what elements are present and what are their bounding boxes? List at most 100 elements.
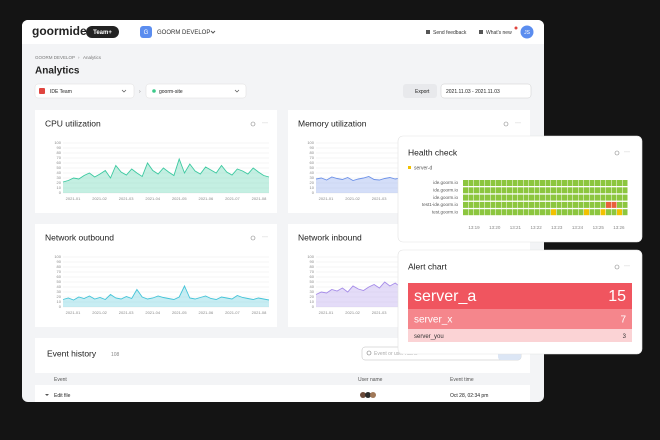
- alert-row[interactable]: [408, 283, 632, 309]
- status-cell: [523, 194, 529, 201]
- x-tick-label: 2021-04: [145, 196, 160, 201]
- x-tick-label: 2021-01: [66, 310, 81, 315]
- alert-count: 15: [608, 288, 626, 305]
- status-cell: [496, 201, 501, 208]
- whats-new[interactable]: What's new: [486, 30, 512, 36]
- status-cell: [496, 194, 501, 201]
- export-label: Export: [415, 89, 430, 95]
- site-select[interactable]: [145, 83, 247, 99]
- status-cell: [578, 194, 584, 201]
- plan-label: Team+: [93, 30, 112, 36]
- legend-swatch: [408, 166, 411, 169]
- health-title: Health check: [408, 147, 458, 157]
- send-feedback[interactable]: Send feedback: [433, 30, 467, 36]
- news-icon: [479, 30, 483, 34]
- y-tick-label: 40: [57, 284, 62, 289]
- alert-row[interactable]: [408, 309, 632, 329]
- date-range: 2021.11.03 - 2021.11.03: [446, 89, 500, 95]
- chevron: [210, 30, 216, 34]
- status-cell: [512, 194, 518, 201]
- status-cell: [617, 209, 622, 216]
- more-icon[interactable]: ···: [262, 235, 268, 241]
- status-cell: [606, 180, 611, 186]
- status-cell: [518, 209, 523, 216]
- chevron: [234, 89, 240, 93]
- status-cell: [507, 201, 512, 208]
- status-cell: [468, 194, 474, 201]
- alert-name: server_x: [414, 315, 452, 326]
- y-tick-label: 0: [59, 304, 62, 309]
- y-tick-label: 100: [307, 254, 314, 259]
- status-cell: [567, 209, 573, 216]
- status-cell: [545, 209, 551, 216]
- date-picker[interactable]: [440, 83, 532, 99]
- status-cell: [551, 194, 556, 201]
- status-cell: [556, 209, 562, 216]
- status-cell: [611, 180, 617, 186]
- alert-row[interactable]: [408, 329, 632, 342]
- status-cell: [622, 187, 628, 194]
- export-button[interactable]: [403, 84, 437, 98]
- y-tick-label: 60: [310, 274, 315, 279]
- alert-title: Alert chart: [408, 261, 447, 271]
- status-cell: [589, 209, 595, 216]
- status-cell: [496, 180, 501, 186]
- status-cell: [523, 201, 529, 208]
- status-cell: [518, 187, 523, 194]
- y-tick-label: 30: [310, 289, 315, 294]
- status-cell: [556, 187, 562, 194]
- x-tick-label: 2021-02: [92, 196, 107, 201]
- status-cell: [529, 180, 534, 186]
- more-icon[interactable]: ···: [624, 264, 630, 270]
- area: [63, 159, 269, 193]
- line: [62, 284, 270, 301]
- status-cell: [534, 187, 540, 194]
- y-tick-label: 0: [312, 304, 315, 309]
- view-icon[interactable]: [250, 235, 256, 241]
- status-cell: [468, 209, 474, 216]
- alert-list: server_a 15 server_x 7 server_you 3: [408, 283, 632, 342]
- alert-count: 3: [623, 334, 627, 340]
- logo[interactable]: goormide: [32, 24, 87, 38]
- y-tick-label: 90: [310, 145, 315, 150]
- y-tick-label: 20: [310, 294, 315, 299]
- status-cell: [562, 209, 567, 216]
- y-tick-label: 30: [57, 289, 62, 294]
- time-label: 13:23: [551, 225, 563, 230]
- status-cell: [556, 201, 562, 208]
- project-name[interactable]: GOORM DEVELOP: [157, 30, 210, 36]
- status-cell: [523, 209, 529, 216]
- more-icon[interactable]: ···: [624, 150, 630, 156]
- status-cell: [507, 180, 512, 186]
- status-cell: [595, 187, 600, 194]
- view-icon[interactable]: [503, 121, 509, 127]
- avatar[interactable]: [520, 25, 534, 39]
- breadcrumb-item[interactable]: GOORM DEVELOP: [35, 55, 75, 60]
- column-header: Event time: [450, 377, 474, 383]
- view-icon[interactable]: [614, 150, 620, 156]
- status-cell: [600, 180, 606, 186]
- user-avatar: [360, 392, 366, 398]
- team-select-label: IDE Team: [50, 89, 72, 95]
- status-cell: [474, 180, 479, 186]
- time-label: 13:25: [593, 225, 605, 230]
- status-cell: [540, 201, 545, 208]
- status-cell: [562, 194, 567, 201]
- status-cell: [512, 187, 518, 194]
- feedback-icon: [426, 30, 430, 34]
- status-cell: [562, 180, 567, 186]
- event-title: Event history: [47, 348, 97, 358]
- y-tick-label: 20: [310, 180, 315, 185]
- view-icon[interactable]: [250, 121, 256, 127]
- y-tick-label: 80: [310, 150, 315, 155]
- status-cell: [584, 194, 589, 201]
- view-icon[interactable]: [614, 264, 620, 270]
- time-label: 13:21: [510, 225, 522, 230]
- status-cell: [556, 194, 562, 201]
- team-select[interactable]: [34, 83, 135, 99]
- status-cell: [485, 194, 490, 201]
- status-cell: [589, 201, 595, 208]
- expand-icon[interactable]: [45, 394, 49, 396]
- more-icon[interactable]: ···: [515, 121, 521, 127]
- more-icon[interactable]: ···: [262, 121, 268, 127]
